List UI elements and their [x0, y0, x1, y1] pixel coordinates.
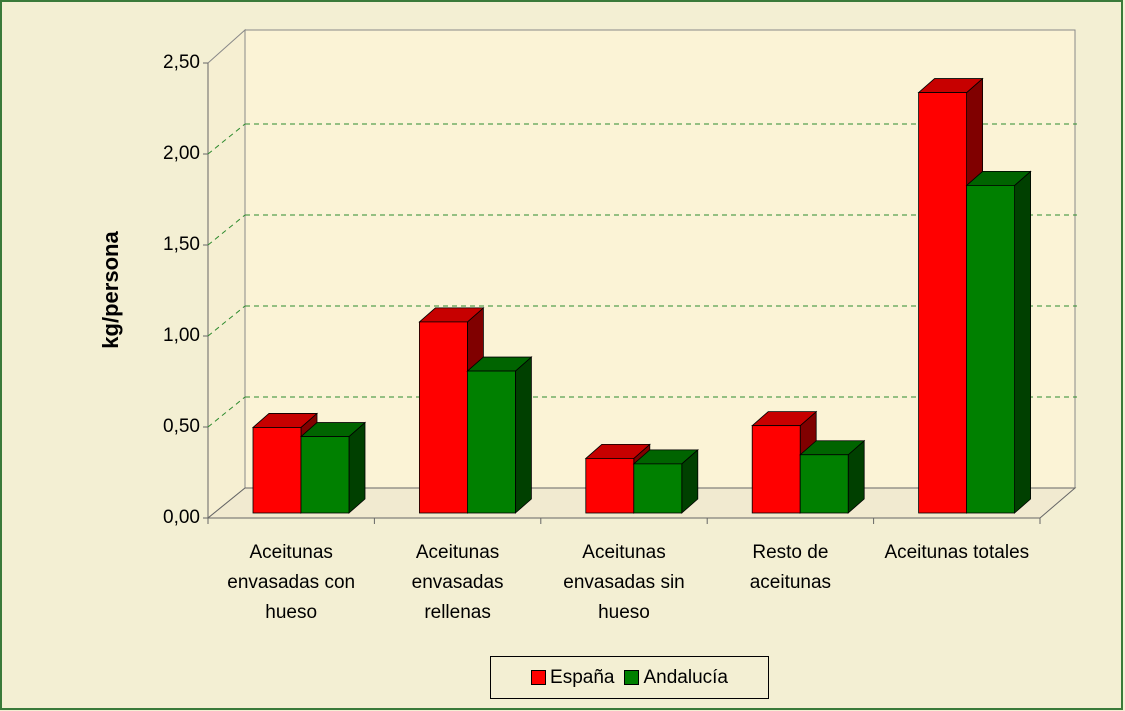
- bar: [966, 184, 1015, 514]
- legend-swatch: [624, 670, 640, 685]
- bar-side: [1014, 170, 1031, 514]
- legend-label: España: [550, 666, 615, 688]
- bar-side: [515, 356, 532, 514]
- x-tick-label: Aceitunas envasadas sin hueso: [563, 542, 685, 623]
- x-tick-label: Aceitunas totales: [884, 542, 1030, 563]
- y-axis-title: kg/persona: [98, 231, 123, 349]
- legend-swatch: [531, 670, 547, 685]
- bar: [585, 457, 635, 514]
- grid-line: [207, 305, 246, 337]
- grid-line: [207, 396, 246, 428]
- grid-line: [207, 214, 246, 246]
- y-tick-label: 1,00: [163, 325, 200, 346]
- legend: España Andalucía: [490, 656, 769, 699]
- legend-item: España: [531, 667, 614, 689]
- bar: [751, 425, 801, 514]
- bar: [300, 436, 350, 514]
- y-tick-label: 2,00: [163, 143, 200, 164]
- x-tick-label: Aceitunas envasadas con hueso: [227, 542, 356, 623]
- bar: [466, 370, 516, 514]
- y-tick-label: 1,50: [163, 234, 200, 255]
- x-tick-label: Resto de aceitunas: [749, 542, 832, 593]
- bar: [633, 463, 683, 514]
- grid-line: [207, 123, 246, 155]
- x-tick-label: Aceitunas envasadas rellenas: [411, 542, 504, 623]
- bar: [252, 427, 302, 514]
- bar: [918, 92, 967, 514]
- side-wall: [207, 28, 246, 520]
- legend-label: Andalucía: [643, 666, 728, 688]
- bar: [799, 454, 849, 514]
- y-tick-label: 2,50: [163, 52, 200, 73]
- y-tick-label: 0,00: [163, 507, 200, 528]
- bar: [418, 321, 468, 514]
- legend-item: Andalucía: [624, 667, 728, 689]
- bar-side: [348, 421, 366, 514]
- y-tick-label: 0,50: [163, 416, 200, 437]
